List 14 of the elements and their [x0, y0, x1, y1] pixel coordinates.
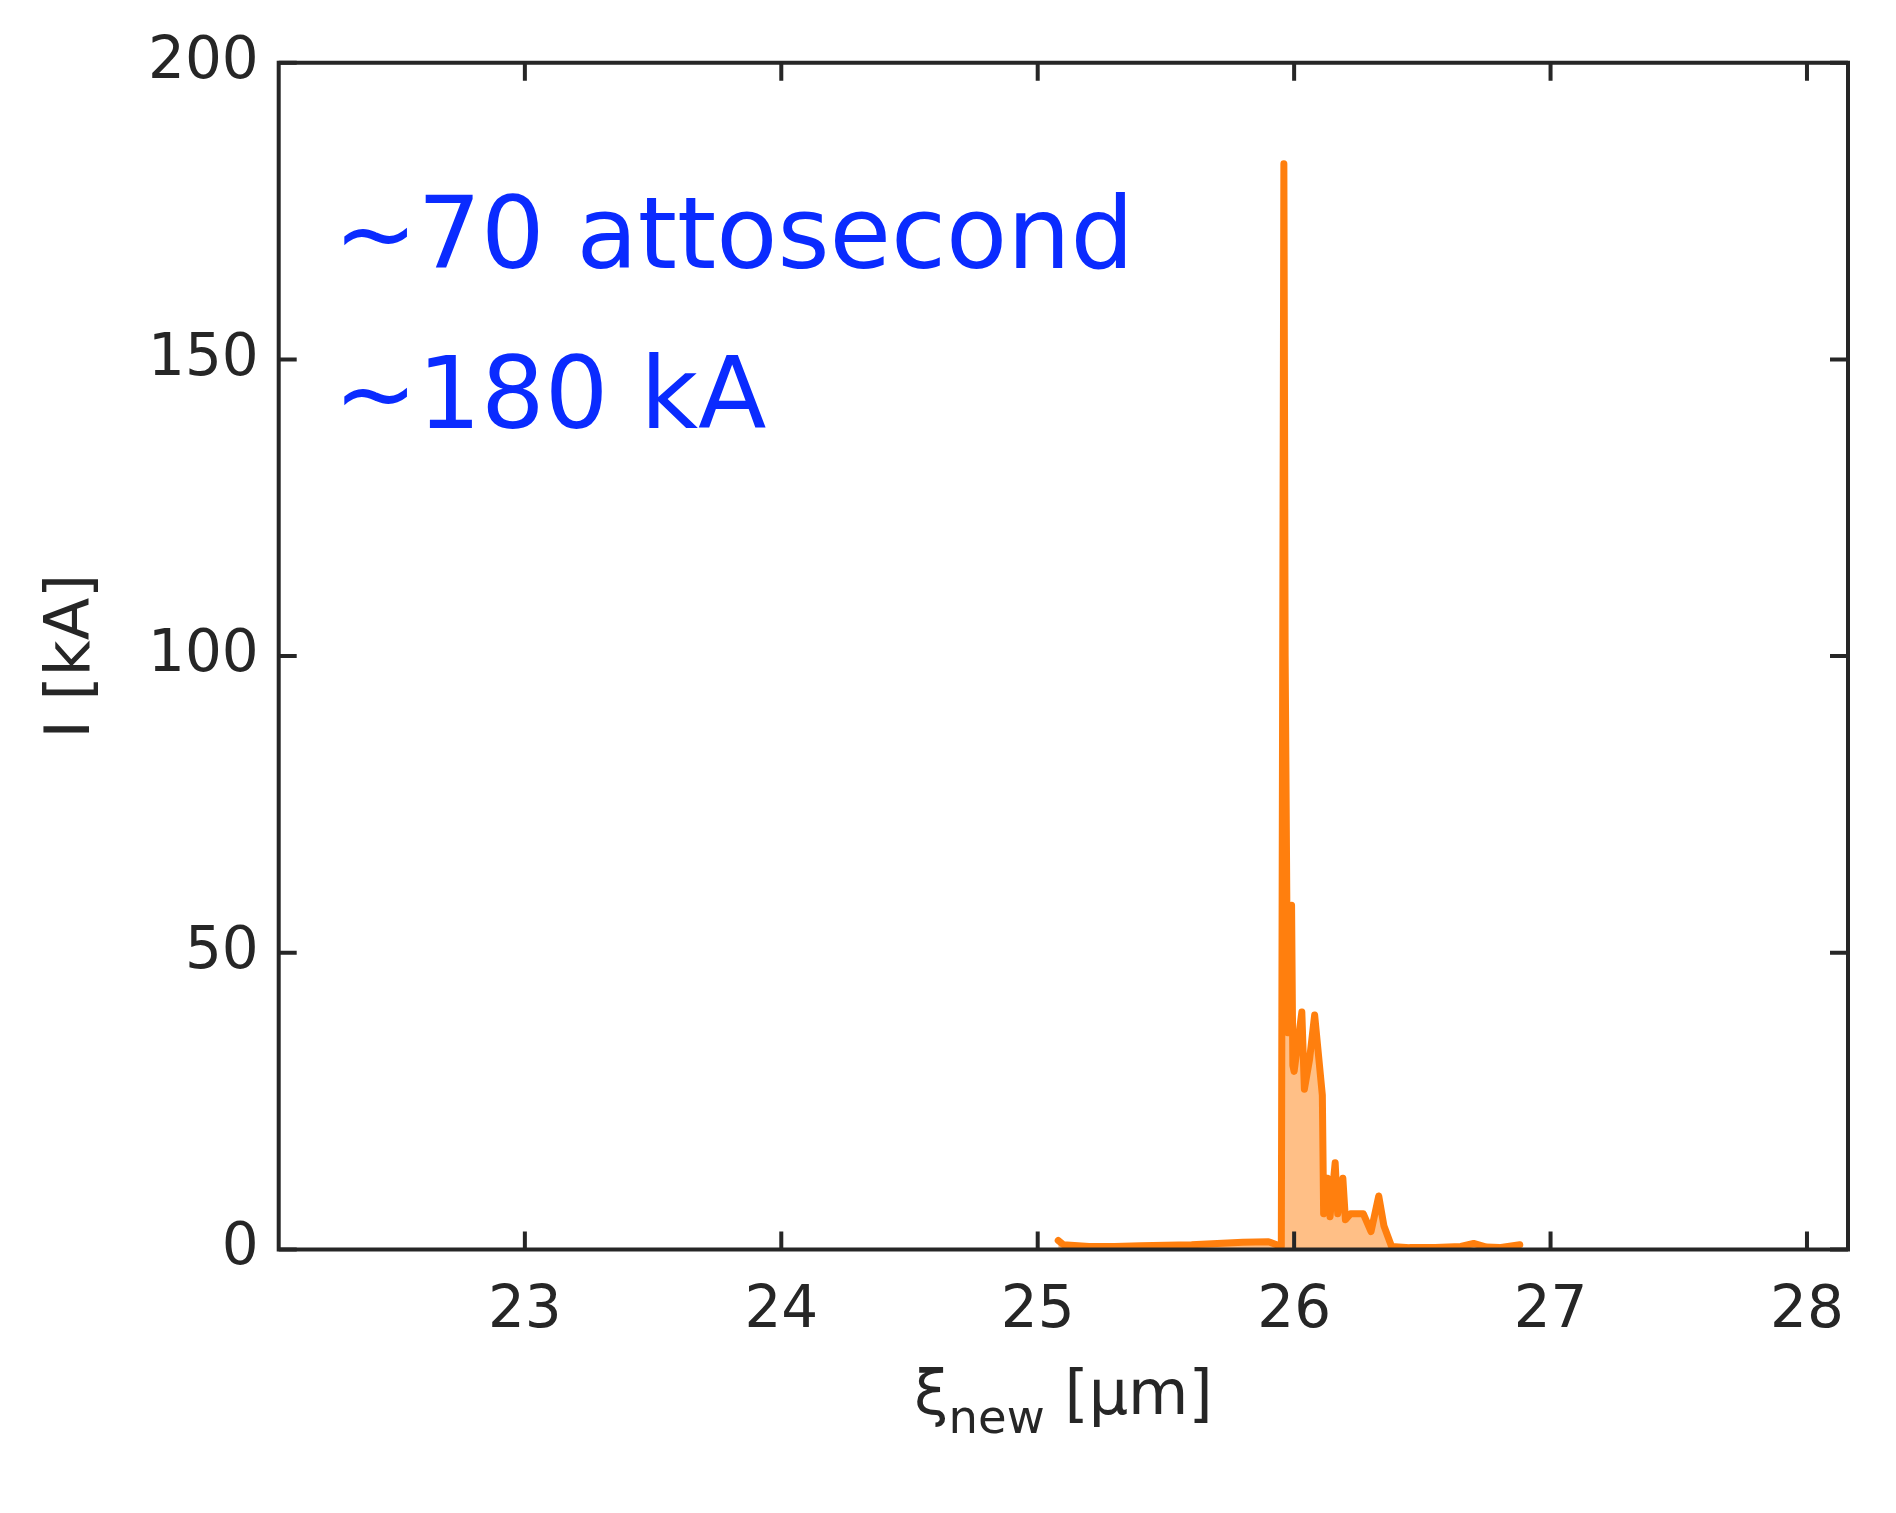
x-tick-label: 27	[1513, 1273, 1588, 1342]
y-tick-label: 0	[221, 1210, 259, 1279]
y-tick-label: 100	[147, 617, 259, 686]
annotation: ~70 attosecond	[333, 174, 1135, 292]
y-tick-label: 200	[147, 23, 259, 92]
x-tick-label: 28	[1770, 1273, 1844, 1342]
x-tick-label: 23	[487, 1273, 562, 1342]
y-tick-label: 150	[147, 320, 259, 389]
y-tick-label: 50	[184, 913, 259, 982]
annotation: ~180 kA	[333, 334, 767, 452]
x-tick-label: 26	[1257, 1273, 1332, 1342]
y-axis-title: I [kA]	[30, 573, 104, 739]
x-tick-label: 24	[744, 1273, 819, 1342]
x-tick-label: 25	[1000, 1273, 1075, 1342]
